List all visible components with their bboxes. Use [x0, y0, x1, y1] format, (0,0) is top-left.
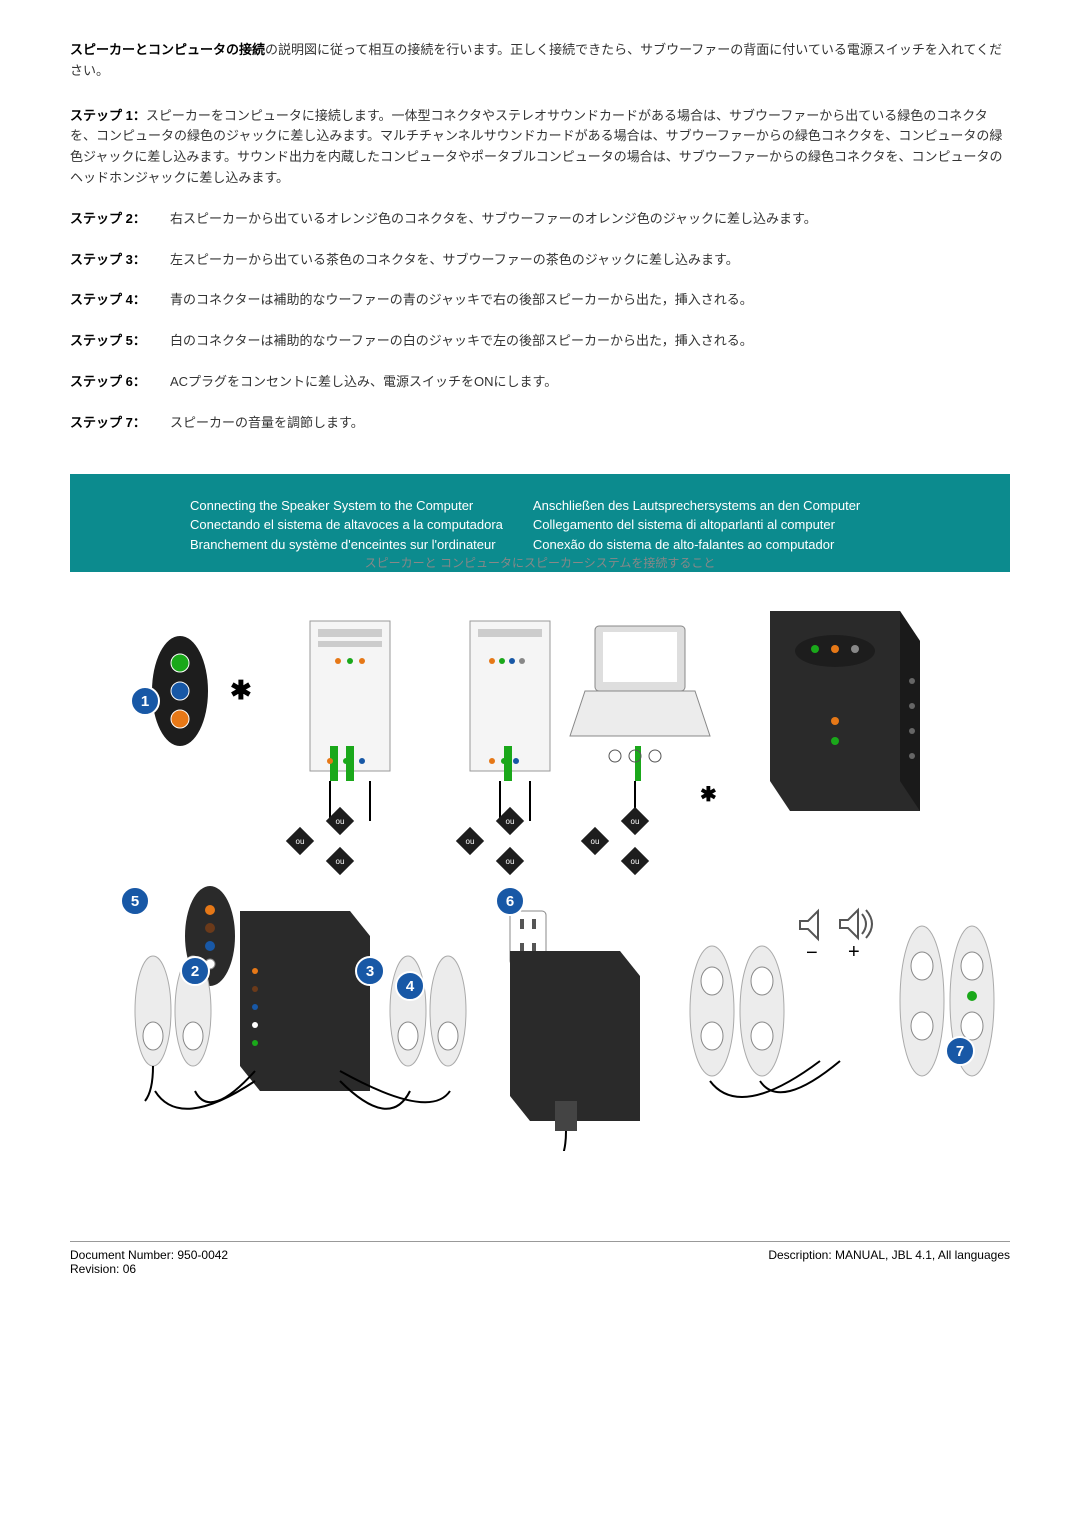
banner-left: Connecting the Speaker System to the Com…: [190, 496, 503, 555]
banner-line: Connecting the Speaker System to the Com…: [190, 496, 503, 516]
banner-line: Anschließen des Lautsprechersystems an d…: [533, 496, 860, 516]
svg-text:ou: ou: [466, 837, 475, 846]
footer-left: Document Number: 950-0042 Revision: 06: [70, 1248, 228, 1276]
intro-bold: スピーカーとコンピュータの接続: [70, 42, 265, 57]
banner-line: Conectando el sistema de altavoces a la …: [190, 515, 503, 535]
badge-6: 6: [496, 887, 524, 915]
svg-text:ou: ou: [506, 857, 515, 866]
step-row: ステップ 3：左スピーカーから出ている茶色のコネクタを、サブウーファーの茶色のジ…: [70, 250, 1010, 271]
or-diamond: ou: [581, 827, 609, 855]
step-row: ステップ 1：スピーカーをコンピュータに接続します。一体型コネクタやステレオサウ…: [70, 106, 1010, 189]
svg-text:ou: ou: [336, 817, 345, 826]
step-row: ステップ 7：スピーカーの音量を調節します。: [70, 413, 1010, 434]
svg-text:ou: ou: [631, 857, 640, 866]
or-diamond: ou: [286, 827, 314, 855]
or-diamond: ou: [456, 827, 484, 855]
banner-right: Anschließen des Lautsprechersystems an d…: [533, 496, 860, 555]
svg-text:ou: ou: [631, 817, 640, 826]
step-row: ステップ 5：白のコネクターは補助的なウーファーの白のジャッキで左の後部スピーカ…: [70, 331, 1010, 352]
step-text: ACプラグをコンセントに差し込み、電源スイッチをONにします。: [170, 372, 1010, 393]
badge-3: 3: [356, 957, 384, 985]
svg-text:−: −: [806, 942, 818, 964]
badge-5: 5: [121, 887, 149, 915]
badge-2: 2: [181, 957, 209, 985]
step-label: ステップ 6：: [70, 372, 170, 393]
banner-line: Collegamento del sistema di altoparlanti…: [533, 515, 860, 535]
step-label: ステップ 4：: [70, 290, 170, 311]
svg-text:2: 2: [191, 963, 199, 980]
step-label: ステップ 3：: [70, 250, 170, 271]
or-diamond: ou: [326, 847, 354, 875]
step-label: ステップ 2：: [70, 209, 170, 230]
badge-4: 4: [396, 972, 424, 1000]
step-label: ステップ 7：: [70, 413, 170, 434]
banner-subtitle: スピーカーと コンピュータにスピーカーシステムを接続すること: [70, 554, 1010, 571]
or-diamond: ou: [496, 847, 524, 875]
or-diamond: ou: [621, 847, 649, 875]
connection-diagram: ✱ ✱: [70, 571, 1010, 1191]
intro-paragraph: スピーカーとコンピュータの接続の説明図に従って相互の接続を行います。正しく接続で…: [70, 40, 1010, 82]
banner-line: Branchement du système d'enceintes sur l…: [190, 535, 503, 555]
steps-list: ステップ 1：スピーカーをコンピュータに接続します。一体型コネクタやステレオサウ…: [70, 106, 1010, 434]
or-diamond: ou: [621, 807, 649, 835]
svg-text:7: 7: [956, 1043, 964, 1060]
step-label: ステップ 5：: [70, 331, 170, 352]
svg-text:3: 3: [366, 963, 374, 980]
svg-text:4: 4: [406, 978, 415, 995]
badge-7: 7: [946, 1037, 974, 1065]
step-text: 右スピーカーから出ているオレンジ色のコネクタを、サブウーファーのオレンジ色のジャ…: [170, 209, 1010, 230]
step-text: 白のコネクターは補助的なウーファーの白のジャッキで左の後部スピーカーから出た，挿…: [170, 331, 1010, 352]
footer-right: Description: MANUAL, JBL 4.1, All langua…: [768, 1248, 1010, 1276]
step-text: スピーカーをコンピュータに接続します。一体型コネクタやステレオサウンドカードがあ…: [70, 108, 1003, 185]
badge-1: 1: [131, 687, 159, 715]
svg-text:ou: ou: [336, 857, 345, 866]
diagram-svg: ✱ ✱: [80, 591, 1000, 1151]
svg-text:✱: ✱: [230, 675, 252, 705]
svg-text:ou: ou: [506, 817, 515, 826]
step-label: ステップ 1：: [70, 108, 146, 123]
svg-text:+: +: [848, 941, 860, 963]
svg-text:6: 6: [506, 893, 514, 910]
step-row: ステップ 2：右スピーカーから出ているオレンジ色のコネクタを、サブウーファーのオ…: [70, 209, 1010, 230]
step-text: スピーカーの音量を調節します。: [170, 413, 1010, 434]
page-footer: Document Number: 950-0042 Revision: 06 D…: [70, 1241, 1010, 1276]
svg-text:✱: ✱: [700, 784, 717, 806]
doc-number: Document Number: 950-0042: [70, 1248, 228, 1262]
svg-text:1: 1: [141, 693, 149, 710]
step-text: 青のコネクターは補助的なウーファーの青のジャッキで右の後部スピーカーから出た，挿…: [170, 290, 1010, 311]
svg-text:ou: ou: [591, 837, 600, 846]
revision: Revision: 06: [70, 1262, 228, 1276]
svg-text:ou: ou: [296, 837, 305, 846]
banner-line: Conexão do sistema de alto-falantes ao c…: [533, 535, 860, 555]
step-row: ステップ 4：青のコネクターは補助的なウーファーの青のジャッキで右の後部スピーカ…: [70, 290, 1010, 311]
step-text: 左スピーカーから出ている茶色のコネクタを、サブウーファーの茶色のジャックに差し込…: [170, 250, 1010, 271]
step-row: ステップ 6：ACプラグをコンセントに差し込み、電源スイッチをONにします。: [70, 372, 1010, 393]
svg-text:5: 5: [131, 893, 139, 910]
